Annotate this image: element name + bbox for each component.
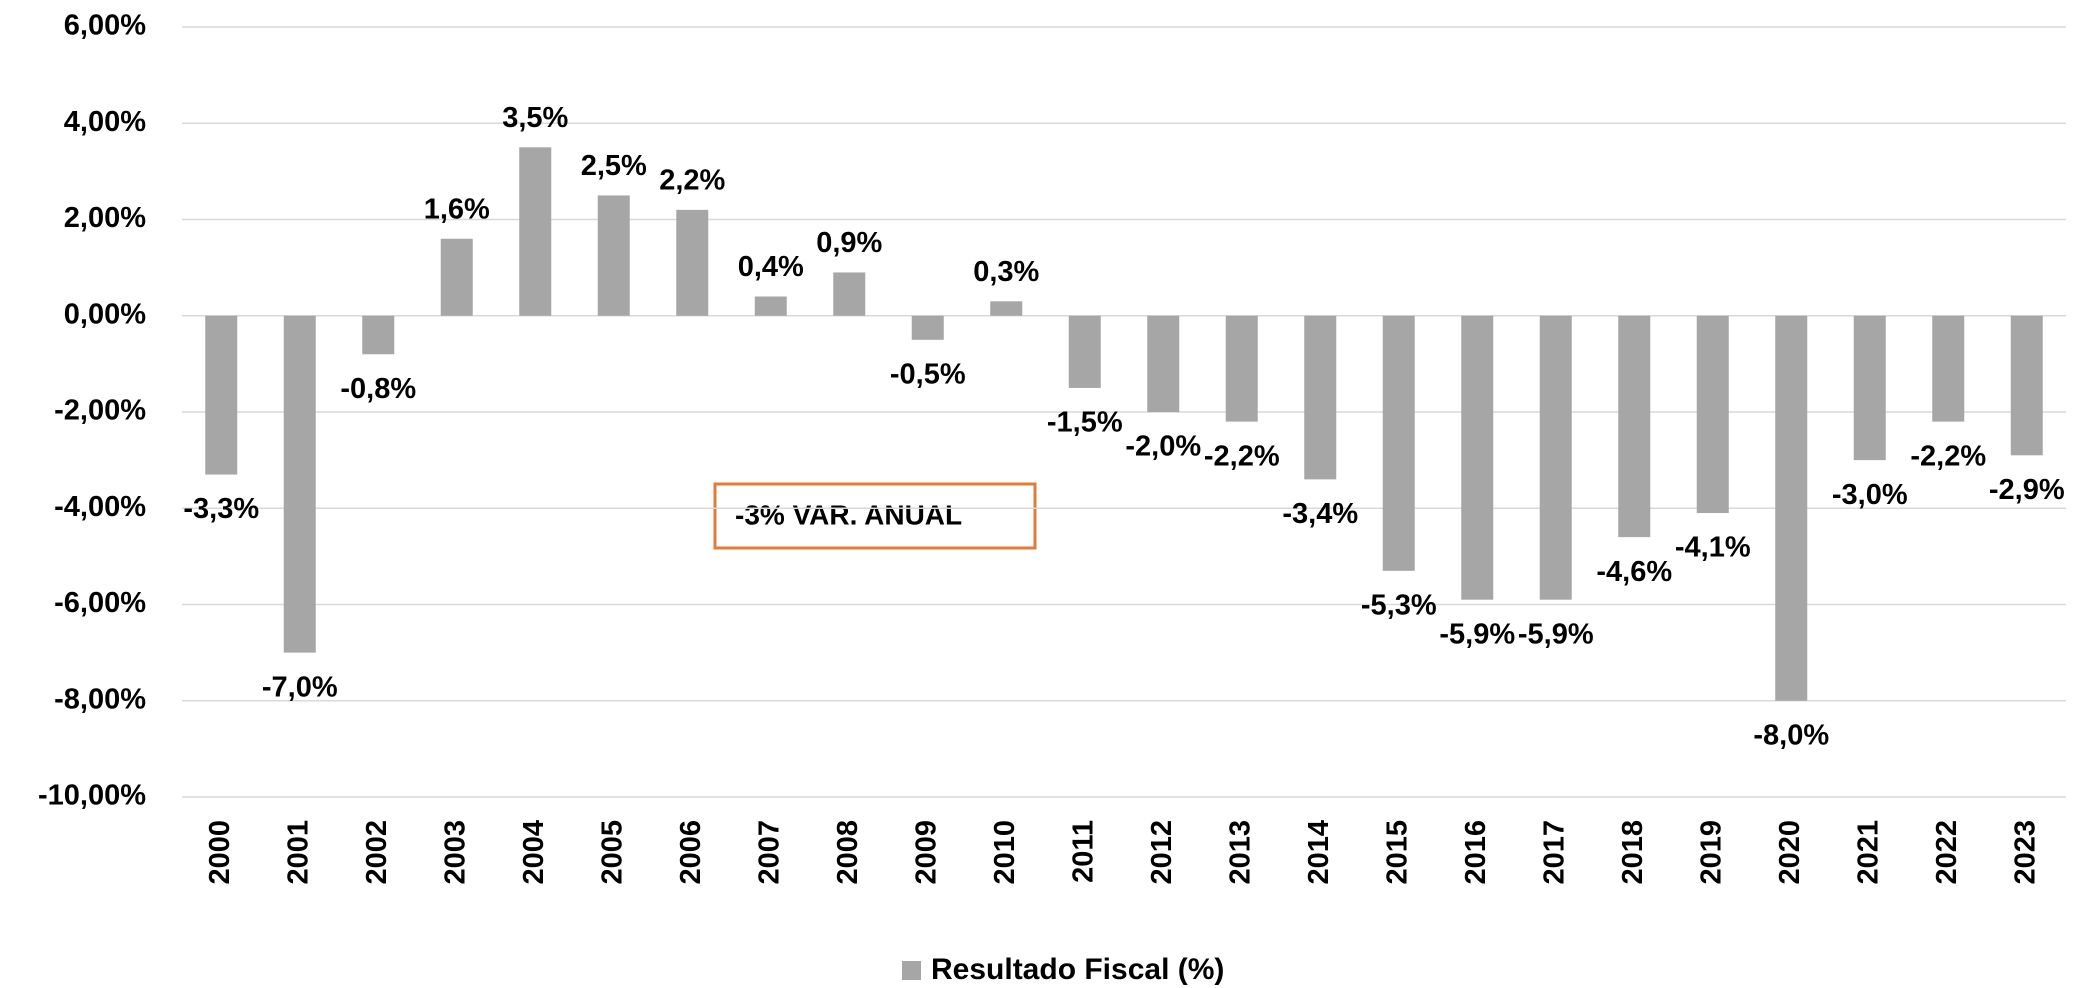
y-tick-label: 0,00% bbox=[64, 298, 146, 330]
bar bbox=[990, 301, 1023, 316]
data-label: -0,5% bbox=[890, 358, 966, 390]
x-tick-label: 2003 bbox=[439, 820, 471, 885]
data-label: -3,0% bbox=[1832, 479, 1908, 511]
x-tick-label: 2018 bbox=[1617, 820, 1649, 885]
data-label: 3,5% bbox=[502, 102, 568, 134]
bar bbox=[911, 315, 944, 340]
y-tick-label: -4,00% bbox=[54, 491, 146, 523]
bar bbox=[1225, 315, 1258, 422]
data-label: -3,3% bbox=[183, 493, 259, 525]
legend-label: Resultado Fiscal (%) bbox=[931, 953, 1224, 986]
x-tick-label: 2006 bbox=[675, 820, 707, 885]
bar bbox=[205, 315, 238, 475]
data-label: -5,9% bbox=[1439, 618, 1515, 650]
data-label: -5,9% bbox=[1518, 618, 1594, 650]
y-tick-label: -6,00% bbox=[54, 587, 146, 619]
bar bbox=[440, 238, 473, 316]
data-label: -2,2% bbox=[1204, 440, 1280, 472]
y-tick-label: 6,00% bbox=[64, 10, 146, 42]
data-label: 0,4% bbox=[738, 251, 804, 283]
bar bbox=[283, 315, 316, 653]
data-label: 2,2% bbox=[659, 165, 725, 197]
data-label: -4,6% bbox=[1596, 556, 1672, 588]
bar bbox=[754, 296, 787, 316]
bar bbox=[1618, 315, 1651, 538]
y-tick-label: -8,00% bbox=[54, 683, 146, 715]
data-label: -2,2% bbox=[1910, 440, 1986, 472]
x-tick-label: 2020 bbox=[1774, 820, 1806, 885]
x-tick-label: 2017 bbox=[1538, 820, 1570, 885]
bar bbox=[1304, 315, 1337, 480]
data-label: -7,0% bbox=[262, 671, 338, 703]
x-tick-label: 2021 bbox=[1852, 820, 1884, 885]
data-label: -5,3% bbox=[1361, 589, 1437, 621]
x-tick-label: 2004 bbox=[518, 820, 550, 885]
data-label: 0,9% bbox=[816, 227, 882, 259]
x-tick-label: 2012 bbox=[1146, 820, 1178, 885]
bar bbox=[1696, 315, 1729, 514]
data-label: 1,6% bbox=[424, 193, 490, 225]
bar bbox=[833, 272, 866, 316]
bar bbox=[1147, 315, 1180, 412]
legend-swatch bbox=[902, 961, 921, 980]
y-tick-label: 2,00% bbox=[64, 202, 146, 234]
data-label: -1,5% bbox=[1047, 407, 1123, 439]
bar bbox=[676, 209, 709, 316]
bar bbox=[1932, 315, 1965, 422]
bar bbox=[1382, 315, 1415, 571]
x-tick-label: 2005 bbox=[596, 820, 628, 885]
x-tick-label: 2000 bbox=[204, 820, 236, 885]
x-tick-label: 2009 bbox=[910, 820, 942, 885]
y-tick-label: -10,00% bbox=[38, 780, 146, 812]
x-tick-label: 2014 bbox=[1303, 820, 1335, 885]
x-tick-label: 2023 bbox=[2009, 820, 2041, 885]
data-label: -3,4% bbox=[1282, 498, 1358, 530]
data-label: 2,5% bbox=[581, 150, 647, 182]
x-tick-label: 2019 bbox=[1695, 820, 1727, 885]
x-tick-label: 2011 bbox=[1067, 820, 1099, 883]
bar bbox=[1068, 315, 1101, 388]
data-label: -2,9% bbox=[1989, 474, 2065, 506]
bar bbox=[519, 147, 552, 316]
x-tick-label: 2007 bbox=[753, 820, 785, 885]
x-tick-label: 2015 bbox=[1381, 820, 1413, 885]
data-label: -8,0% bbox=[1753, 719, 1829, 751]
bar bbox=[1461, 315, 1494, 600]
data-label: 0,3% bbox=[973, 256, 1039, 288]
x-tick-label: 2022 bbox=[1931, 820, 1963, 885]
annotation-box bbox=[713, 482, 1037, 550]
x-tick-label: 2010 bbox=[989, 820, 1021, 885]
y-tick-label: -2,00% bbox=[54, 395, 146, 427]
bar bbox=[1775, 315, 1808, 701]
data-label: -2,0% bbox=[1125, 431, 1201, 463]
bar bbox=[597, 195, 630, 316]
x-tick-label: 2008 bbox=[832, 820, 864, 885]
x-tick-label: 2013 bbox=[1224, 820, 1256, 885]
bar bbox=[1539, 315, 1572, 600]
bar bbox=[1853, 315, 1886, 461]
x-tick-label: 2001 bbox=[282, 820, 314, 885]
bar bbox=[2010, 315, 2043, 456]
data-label: -4,1% bbox=[1675, 532, 1751, 564]
data-label: -0,8% bbox=[340, 373, 416, 405]
annotation: -3% VAR. ANUAL bbox=[735, 499, 962, 530]
y-tick-label: 4,00% bbox=[64, 106, 146, 138]
x-tick-label: 2016 bbox=[1460, 820, 1492, 885]
bar bbox=[362, 315, 395, 355]
x-tick-label: 2002 bbox=[361, 820, 393, 885]
